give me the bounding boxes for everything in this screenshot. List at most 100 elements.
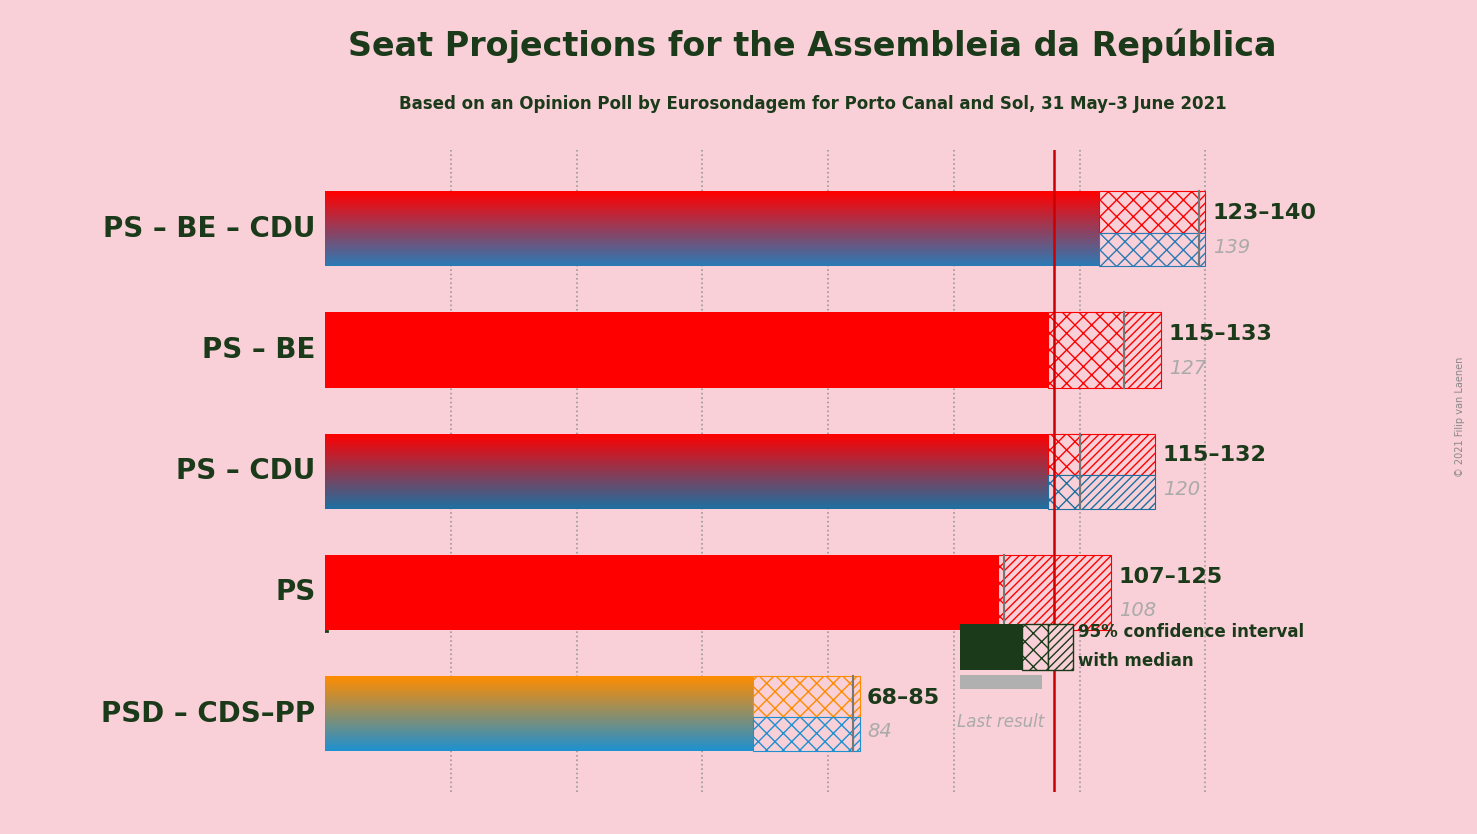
- Bar: [325, 709, 753, 710]
- Text: PS – BE: PS – BE: [202, 336, 316, 364]
- Text: 123–140: 123–140: [1213, 203, 1317, 224]
- Text: with median: with median: [1078, 652, 1193, 671]
- Text: 107–125: 107–125: [1118, 566, 1223, 586]
- Bar: [325, 732, 753, 734]
- Bar: [325, 261, 1099, 263]
- Bar: [854, 717, 860, 751]
- Bar: [325, 466, 1049, 467]
- Bar: [325, 694, 753, 695]
- Bar: [325, 737, 753, 739]
- Bar: [325, 686, 753, 687]
- Bar: [325, 218, 1099, 219]
- Bar: [325, 682, 753, 684]
- Bar: [325, 249, 1099, 250]
- Text: 68–85: 68–85: [867, 688, 941, 708]
- Bar: [325, 198, 1099, 200]
- Bar: [325, 263, 1099, 264]
- Bar: [325, 255, 1099, 256]
- Bar: [325, 196, 1099, 198]
- Bar: [325, 243, 1099, 244]
- Bar: [325, 476, 1049, 478]
- Text: PS – BE – CDU: PS – BE – CDU: [103, 215, 316, 243]
- Bar: [325, 313, 1049, 388]
- Bar: [325, 680, 753, 681]
- Bar: [325, 707, 753, 709]
- Bar: [325, 240, 1099, 241]
- Bar: [960, 675, 1041, 690]
- Bar: [325, 205, 1099, 206]
- Bar: [325, 690, 753, 691]
- Bar: [325, 692, 753, 694]
- Bar: [325, 440, 1049, 441]
- Text: © 2021 Filip van Laenen: © 2021 Filip van Laenen: [1455, 357, 1465, 477]
- Bar: [325, 464, 1049, 465]
- Bar: [325, 677, 753, 679]
- Bar: [325, 244, 1099, 245]
- Text: 115–132: 115–132: [1162, 445, 1267, 465]
- Bar: [325, 223, 1099, 224]
- Bar: [325, 731, 753, 732]
- Bar: [325, 465, 1049, 466]
- Text: 95% confidence interval: 95% confidence interval: [1078, 623, 1304, 641]
- Bar: [325, 201, 1099, 203]
- Bar: [325, 746, 753, 747]
- Bar: [325, 469, 1049, 470]
- Bar: [325, 452, 1049, 454]
- Bar: [325, 483, 1049, 484]
- Bar: [325, 206, 1099, 208]
- Bar: [325, 238, 1099, 239]
- Bar: [325, 451, 1049, 452]
- Bar: [325, 455, 1049, 456]
- Bar: [325, 260, 1099, 261]
- Bar: [325, 491, 1049, 493]
- Bar: [325, 489, 1049, 490]
- Bar: [325, 475, 1049, 476]
- Bar: [325, 506, 1049, 508]
- Bar: [325, 583, 1004, 602]
- Bar: [1099, 233, 1199, 266]
- Bar: [325, 730, 753, 731]
- Bar: [325, 193, 1099, 195]
- Bar: [325, 459, 1049, 460]
- Bar: [325, 697, 753, 699]
- Bar: [325, 467, 1049, 469]
- Bar: [1049, 434, 1080, 475]
- Bar: [325, 706, 753, 707]
- Bar: [1004, 555, 1111, 630]
- Bar: [325, 555, 998, 630]
- Bar: [325, 479, 1049, 480]
- Bar: [1199, 191, 1205, 233]
- Bar: [325, 719, 753, 720]
- Bar: [325, 705, 753, 706]
- Bar: [325, 739, 753, 740]
- Bar: [325, 437, 1049, 439]
- Bar: [325, 496, 1049, 498]
- Bar: [325, 696, 753, 697]
- Bar: [325, 684, 753, 685]
- Bar: [325, 470, 1049, 471]
- Bar: [325, 340, 1124, 359]
- Bar: [325, 211, 1099, 213]
- Bar: [325, 214, 1099, 215]
- Bar: [325, 505, 1049, 506]
- Bar: [325, 210, 1099, 211]
- Bar: [325, 702, 753, 704]
- Bar: [325, 710, 753, 711]
- Bar: [960, 624, 1022, 670]
- Bar: [325, 264, 1099, 265]
- Bar: [325, 462, 1049, 464]
- Bar: [1080, 475, 1155, 509]
- Bar: [325, 221, 1099, 223]
- Bar: [1049, 475, 1080, 509]
- Bar: [325, 434, 1049, 435]
- Bar: [325, 208, 1099, 210]
- Bar: [325, 490, 1049, 491]
- Bar: [325, 259, 1099, 260]
- Bar: [325, 687, 753, 689]
- Bar: [325, 248, 1099, 249]
- Bar: [325, 245, 1099, 246]
- Text: Last result: Last result: [957, 713, 1044, 731]
- Bar: [325, 715, 753, 716]
- Bar: [325, 229, 1099, 230]
- Bar: [325, 200, 1099, 201]
